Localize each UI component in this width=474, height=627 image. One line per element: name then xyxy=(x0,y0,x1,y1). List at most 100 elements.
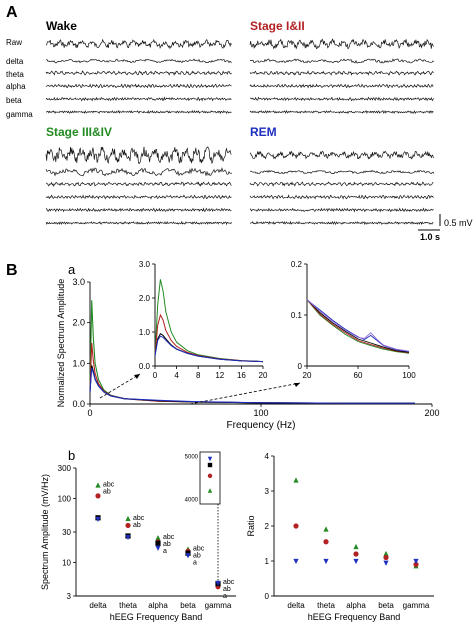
subpanel-a-label: a xyxy=(68,262,76,277)
series-line-3 xyxy=(154,335,264,363)
x-tick-label: delta xyxy=(287,601,305,610)
data-point-triangle-up xyxy=(125,515,131,522)
significance-annotation: ab xyxy=(103,488,111,495)
gamma-inset-frame xyxy=(199,451,221,505)
data-point-triangle-down xyxy=(413,558,419,565)
x-tick-label: alpha xyxy=(346,601,366,610)
significance-annotation: a xyxy=(223,593,227,600)
data-point-triangle-down xyxy=(215,580,221,587)
x-tick-label: 0 xyxy=(87,408,92,418)
trace-theta-wake xyxy=(45,70,232,77)
data-point-circle xyxy=(207,473,213,479)
trace-alpha-stage-1-2 xyxy=(249,83,434,89)
y-tick-label: 0.0 xyxy=(72,399,85,409)
series-line-4 xyxy=(306,299,410,352)
trace-gamma-stage-3-4 xyxy=(45,220,232,226)
data-point-circle xyxy=(383,554,389,561)
trace-alpha-wake xyxy=(45,83,232,89)
y-tick-label: 3 xyxy=(265,487,270,496)
chart-band-amplitude: 3 10 30 100 300 delta theta alpha beta gammahEEG … xyxy=(40,451,236,622)
axes xyxy=(154,264,263,367)
chart-inset-high: 0 0.1 0.2 20 60 100 xyxy=(291,260,416,380)
data-point-triangle-up xyxy=(293,477,299,483)
data-point-triangle-down xyxy=(353,558,359,565)
significance-annotation: ab xyxy=(133,522,141,529)
trace-label-beta: beta xyxy=(6,96,22,105)
trace-label-theta: theta xyxy=(6,70,24,79)
panel-a-label: A xyxy=(6,4,18,21)
trace-gamma-rem xyxy=(249,220,434,226)
significance-annotation: abc xyxy=(223,579,235,586)
x-tick-label: 20 xyxy=(259,371,268,380)
significance-annotation: ab xyxy=(223,586,231,593)
y-tick-label: 2 xyxy=(265,522,270,531)
x-tick-label: beta xyxy=(378,601,394,610)
y-tick-label: 30 xyxy=(62,528,71,537)
data-point-triangle-up xyxy=(95,482,101,488)
trace-raw-stage-3-4 xyxy=(45,146,232,165)
trace-alpha-stage-3-4 xyxy=(45,194,232,200)
y-tick-label: 1.0 xyxy=(72,358,85,368)
y-tick-label: 0.2 xyxy=(291,260,303,269)
data-point-triangle-down xyxy=(125,534,131,541)
panel-b-label: B xyxy=(6,262,18,279)
x-tick-label: 4 xyxy=(174,371,179,380)
x-tick-label: delta xyxy=(89,601,107,610)
y-tick-label: 3.0 xyxy=(72,277,85,287)
significance-annotation: ab xyxy=(163,541,171,548)
y-tick-label: 1 xyxy=(265,557,270,566)
series-line-0 xyxy=(154,279,264,363)
x-tick-label: beta xyxy=(180,601,196,610)
x-tick-label: 12 xyxy=(215,371,224,380)
subpanel-b-label: b xyxy=(68,448,76,463)
series-line-3 xyxy=(306,299,410,353)
data-point-triangle-down xyxy=(383,560,389,566)
significance-annotation: ab xyxy=(193,552,201,559)
series-line-1 xyxy=(306,299,410,354)
data-point-triangle-up xyxy=(207,488,213,493)
series-line-0 xyxy=(306,299,410,354)
x-tick-label: 8 xyxy=(196,371,201,380)
significance-annotation: abc xyxy=(133,515,145,522)
x-tick-label: 100 xyxy=(253,408,268,418)
trace-beta-stage-3-4 xyxy=(45,207,232,213)
data-point-circle xyxy=(125,522,131,529)
y-axis-label: Normalized Spectrum Amplitude xyxy=(56,279,66,408)
y-tick-label: 0.0 xyxy=(139,362,151,371)
series-line-0 xyxy=(89,300,415,404)
scale-bar-amplitude: 0.5 mV xyxy=(444,218,473,228)
data-point-triangle-up xyxy=(383,550,389,557)
trace-theta-stage-1-2 xyxy=(249,70,434,76)
y-tick-label: 3.0 xyxy=(139,260,151,269)
trace-raw-stage-1-2 xyxy=(249,38,434,50)
x-tick-label: 100 xyxy=(402,371,416,380)
gamma-inset-tick: 5000 xyxy=(185,454,199,460)
x-tick-label: 20 xyxy=(303,371,312,380)
condition-title-stage-1-2: Stage I&II xyxy=(250,19,305,33)
y-tick-label: 300 xyxy=(58,464,72,473)
chart-inset-low: 0.0 1.0 2.0 3.0 0 4 8 12 16 20 xyxy=(139,260,268,380)
condition-title-wake: Wake xyxy=(46,19,77,33)
x-tick-label: theta xyxy=(317,601,335,610)
trace-raw-rem xyxy=(249,150,434,160)
x-tick-label: alpha xyxy=(148,601,168,610)
trace-theta-rem xyxy=(249,181,434,187)
zoom-arrowhead-low xyxy=(134,374,140,379)
y-tick-label: 3 xyxy=(67,592,72,601)
data-point-triangle-down xyxy=(95,516,101,523)
y-tick-label: 10 xyxy=(62,559,71,568)
x-tick-label: gamma xyxy=(403,601,430,610)
trace-gamma-stage-1-2 xyxy=(249,109,434,115)
y-tick-label: 2.0 xyxy=(139,294,151,303)
x-axis-label: Frequency (Hz) xyxy=(227,420,296,431)
data-point-triangle-up xyxy=(155,535,161,541)
y-tick-label: 0.1 xyxy=(291,311,303,320)
trace-label-alpha: alpha xyxy=(6,82,26,91)
series-line-1 xyxy=(154,313,264,363)
trace-label-raw: Raw xyxy=(6,38,23,47)
zoom-arrowhead-high xyxy=(294,383,300,387)
x-tick-label: 0 xyxy=(153,371,158,380)
eeg-traces xyxy=(45,38,441,231)
